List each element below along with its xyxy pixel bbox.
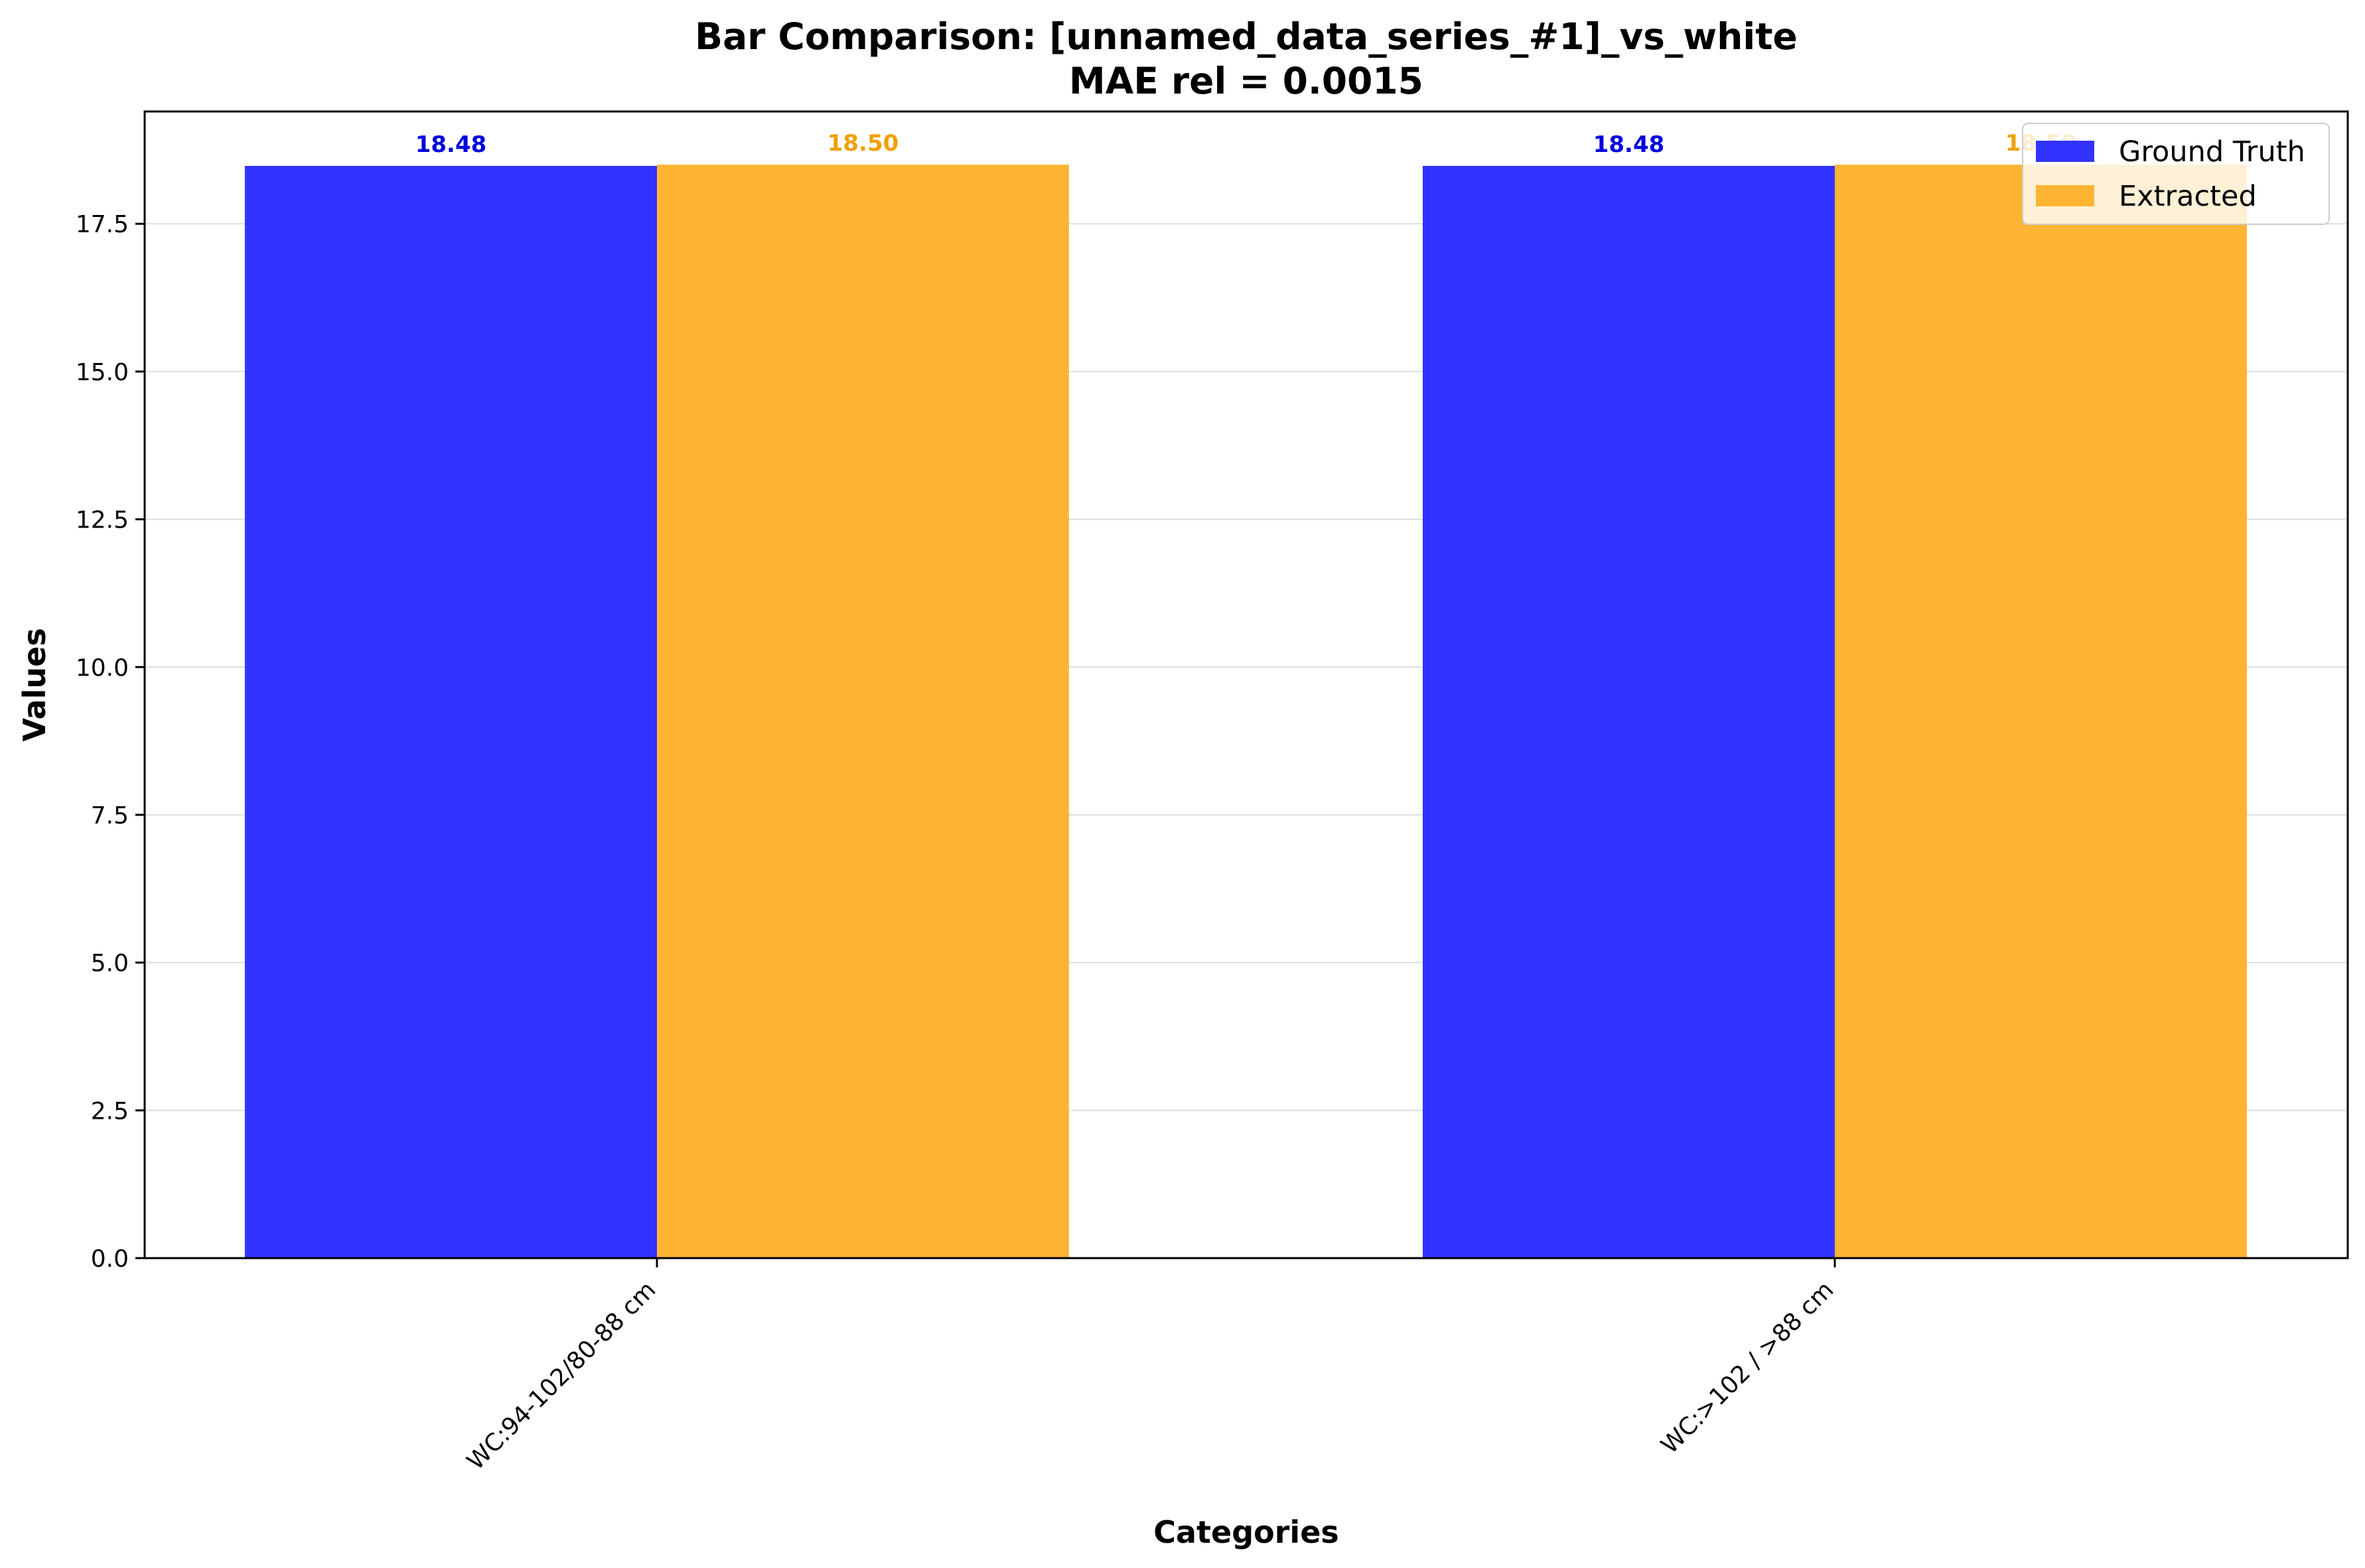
bar-value-label: 18.48 <box>415 131 487 158</box>
x-tick-label: WC:>102 / >88 cm <box>1656 1276 1839 1459</box>
x-tick-label: WC:94-102/80-88 cm <box>462 1276 661 1475</box>
bar-value-label: 18.48 <box>1593 131 1665 158</box>
y-axis: 0.0 2.5 5.0 7.5 10.0 12.5 15.0 17.5 <box>76 211 145 1273</box>
y-tick-label: 10.0 <box>76 654 129 681</box>
legend-label-ground-truth: Ground Truth <box>2119 135 2305 169</box>
bars-layer <box>245 165 2247 1259</box>
bar-extracted <box>1835 165 2247 1259</box>
y-axis-label: Values <box>17 628 52 741</box>
x-axis-label: Categories <box>1153 1514 1339 1550</box>
plot-frame <box>143 110 2349 1259</box>
y-tick-label: 2.5 <box>91 1098 129 1125</box>
bar-extracted <box>657 165 1069 1259</box>
chart-title-line2: MAE rel = 0.0015 <box>1069 60 1423 102</box>
y-tick-label: 17.5 <box>76 211 129 238</box>
y-tick-label: 15.0 <box>76 359 129 386</box>
legend-label-extracted: Extracted <box>2119 180 2257 213</box>
bar-ground-truth <box>1423 165 1835 1258</box>
y-tick-label: 7.5 <box>91 802 129 829</box>
legend: Ground Truth Extracted <box>2022 123 2330 225</box>
legend-swatch-extracted <box>2036 185 2094 206</box>
legend-swatch-ground-truth <box>2036 141 2094 162</box>
legend-box <box>2022 123 2330 225</box>
x-axis: WC:94-102/80-88 cm WC:>102 / >88 cm <box>462 1258 1839 1475</box>
y-tick-label: 0.0 <box>91 1246 129 1273</box>
bar-ground-truth <box>245 165 657 1258</box>
y-tick-label: 12.5 <box>76 507 129 534</box>
y-tick-label: 5.0 <box>91 950 129 977</box>
chart-title-line1: Bar Comparison: [unnamed_data_series_#1]… <box>695 15 1798 58</box>
bar-value-label: 18.50 <box>827 130 899 157</box>
